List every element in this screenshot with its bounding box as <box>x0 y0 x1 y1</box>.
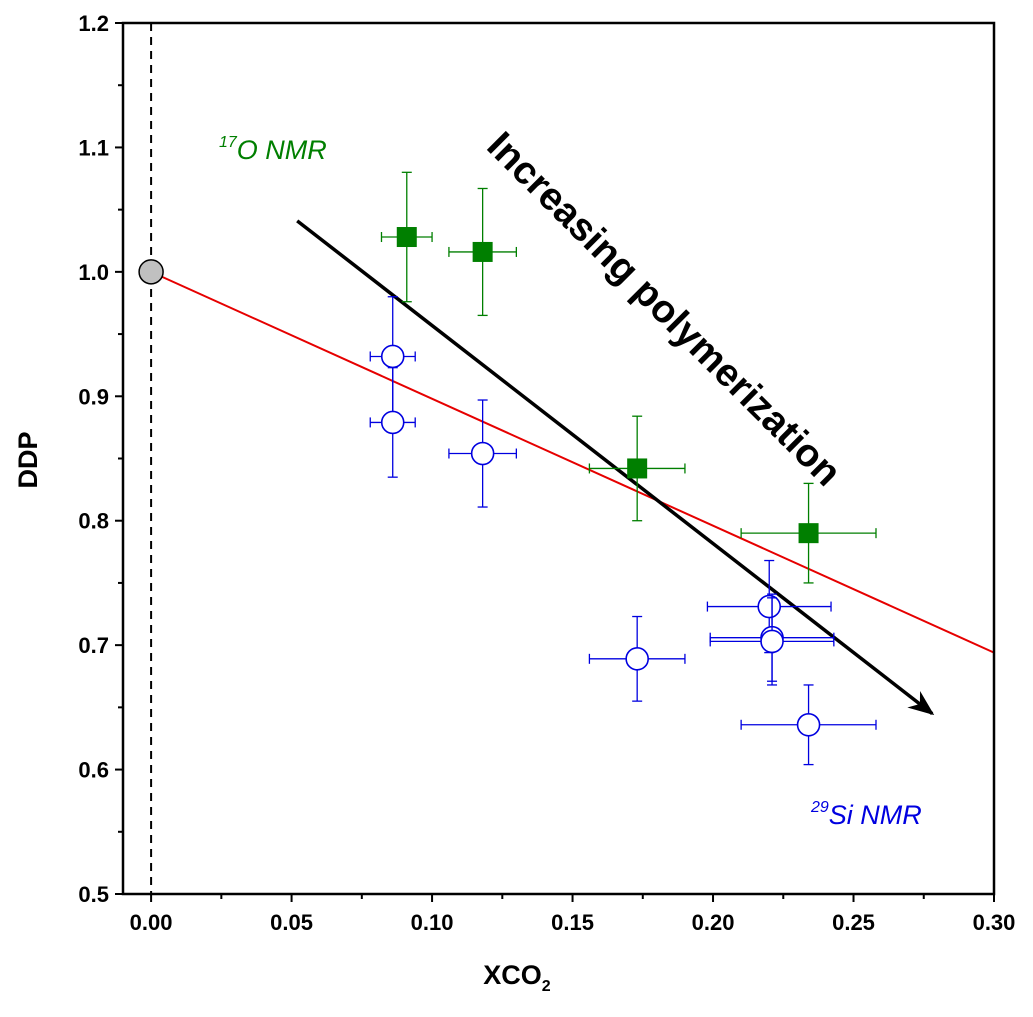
o17-point-2 <box>472 241 493 262</box>
si29-label-text: Si NMR <box>829 800 922 830</box>
x-axis-title: XCO2 <box>483 960 551 995</box>
si29-label-sup: 29 <box>810 799 829 816</box>
si29-point-4 <box>625 647 649 671</box>
polymerization-arrow-label: Increasing polymerization <box>479 124 850 495</box>
x-tick-label-1: 0.05 <box>270 910 313 935</box>
y-tick-label-3: 0.8 <box>78 509 109 534</box>
y-tick-label-0: 0.5 <box>78 882 109 907</box>
si29-point-7 <box>760 629 784 654</box>
y-tick-label-4: 0.9 <box>78 384 109 409</box>
y-axis-title: DDP <box>13 431 43 488</box>
si29-point-8 <box>796 712 821 737</box>
y-tick-label-7: 1.2 <box>78 11 109 36</box>
si29-series-label: 29Si NMR <box>810 799 922 830</box>
si29-point-2 <box>380 410 405 435</box>
x-tick-label-5: 0.25 <box>832 910 875 935</box>
x-tick-label-2: 0.10 <box>411 910 454 935</box>
y-tick-label-5: 1.0 <box>78 260 109 285</box>
x-tick-label-4: 0.20 <box>692 910 735 935</box>
o17-label-sup: 17 <box>219 134 238 151</box>
o17-label-text: O NMR <box>237 135 327 165</box>
si29-point-3 <box>470 441 495 466</box>
x-tick-label-6: 0.30 <box>973 910 1016 935</box>
polymerization-arrow <box>296 219 935 716</box>
x-axis-title-sub: 2 <box>542 978 551 995</box>
fit-line <box>150 270 995 654</box>
x-axis-title-main: XCO <box>483 960 542 990</box>
si29-point-1 <box>380 344 405 369</box>
o17-point-4 <box>798 523 819 544</box>
o17-point-3 <box>627 458 648 479</box>
y-tick-label-1: 0.6 <box>78 758 109 783</box>
o17-series-label: 17O NMR <box>219 134 327 165</box>
o17-point-1 <box>396 227 417 248</box>
si29-point-5 <box>757 594 782 619</box>
x-tick-label-0: 0.00 <box>130 910 173 935</box>
x-tick-label-3: 0.15 <box>551 910 594 935</box>
reference-point <box>138 259 164 285</box>
y-tick-label-6: 1.1 <box>78 135 109 160</box>
y-tick-label-2: 0.7 <box>78 633 109 658</box>
